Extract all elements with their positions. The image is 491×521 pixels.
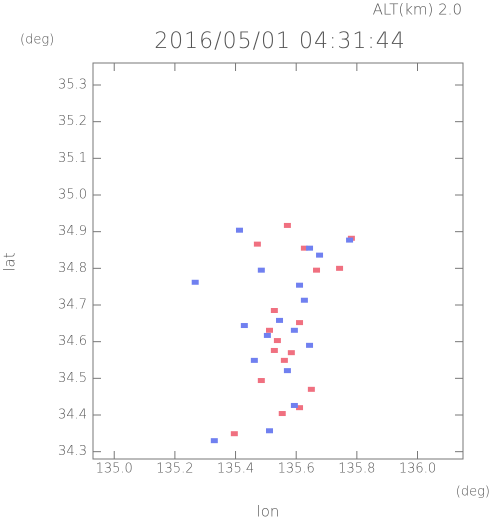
y-tick-label: 34.5 (58, 371, 87, 386)
echo-cell (296, 282, 304, 288)
echo-cell (290, 327, 298, 333)
echo-cell (278, 411, 286, 417)
y-tick-label: 34.8 (58, 261, 87, 276)
echo-cell (263, 332, 271, 338)
chart-subtitle: ALT(km) 2.0 (373, 1, 462, 19)
echo-cell (276, 317, 284, 323)
echo-cell (300, 245, 308, 251)
y-tick-label: 34.9 (58, 224, 87, 239)
echo-cell (346, 237, 354, 243)
echo-cell (306, 245, 314, 251)
x-tick-label: 135.8 (338, 462, 375, 477)
y-tick-label: 35.0 (58, 188, 87, 203)
echo-cell (307, 386, 315, 392)
echo-cell (296, 320, 304, 326)
y-tick-label: 34.6 (58, 334, 87, 349)
x-tick-label: 136.0 (399, 462, 436, 477)
y-tick-label: 35.2 (58, 114, 87, 129)
y-tick-label: 34.7 (58, 298, 87, 313)
echo-cell (336, 265, 344, 271)
y-tick-label: 34.3 (58, 444, 87, 459)
x-axis-label: lon (257, 503, 280, 521)
echo-cell (235, 227, 243, 233)
echo-cell (240, 323, 248, 329)
echo-cell (191, 279, 199, 285)
echo-cell (296, 405, 304, 411)
x-unit: (deg) (456, 485, 490, 500)
echo-cell (300, 297, 308, 303)
echo-cell (210, 438, 218, 444)
x-tick-label: 135.6 (278, 462, 315, 477)
echo-cell (287, 350, 295, 356)
echo-cell (230, 431, 238, 437)
chart-title: 2016/05/01 04:31:44 (154, 29, 406, 54)
y-tick-label: 35.3 (58, 78, 87, 93)
y-unit: (deg) (20, 33, 54, 48)
plot-frame (92, 62, 464, 460)
echo-cell (283, 222, 291, 228)
y-axis-label: lat (1, 252, 19, 271)
echo-cell (250, 357, 258, 363)
echo-cell (266, 428, 274, 434)
echo-cell (270, 347, 278, 353)
echo-cell (257, 267, 265, 273)
echo-cell (280, 357, 288, 363)
echo-cell (257, 378, 265, 384)
echo-cell (273, 338, 281, 344)
x-tick-label: 135.4 (217, 462, 254, 477)
echo-cell (266, 327, 274, 333)
echo-cell (270, 308, 278, 313)
echo-cell (253, 241, 261, 247)
echo-cell (316, 252, 324, 258)
y-tick-label: 35.1 (58, 151, 87, 166)
echo-cell (283, 368, 291, 374)
echo-cell (313, 267, 321, 273)
x-tick-label: 135.2 (156, 462, 193, 477)
echo-cell (306, 342, 314, 348)
echo-cell (290, 402, 298, 408)
x-tick-label: 135.0 (96, 462, 133, 477)
y-tick-label: 34.4 (58, 408, 87, 423)
